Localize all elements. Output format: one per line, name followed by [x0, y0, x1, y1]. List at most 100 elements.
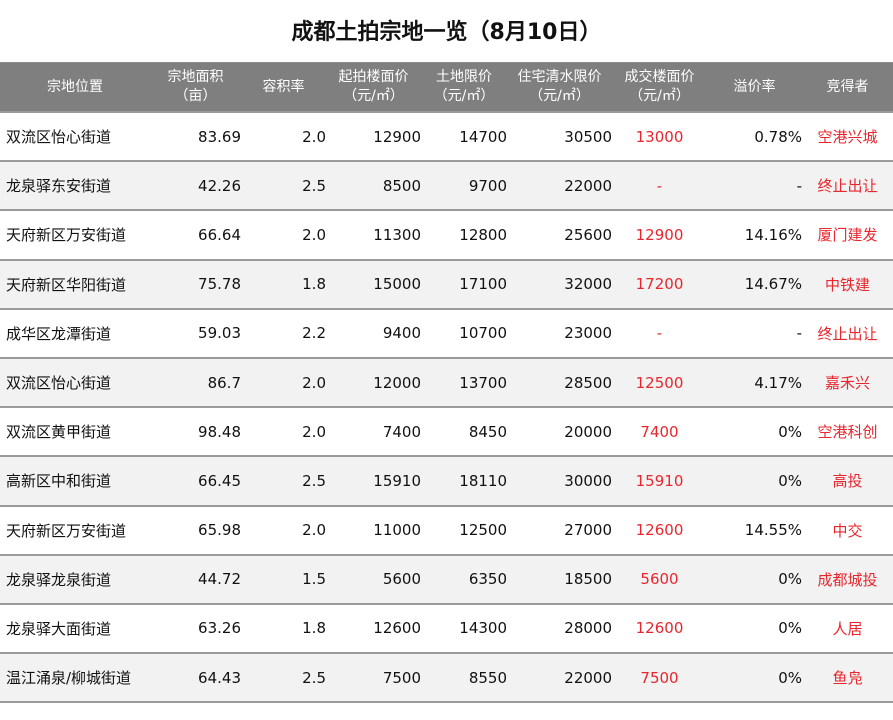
cell-residential-cap: 30000 — [507, 455, 612, 506]
cell-winner: 终止出让 — [802, 160, 893, 211]
cell-residential-cap: 28500 — [507, 356, 612, 408]
cell-plot-ratio: 2.0 — [241, 504, 326, 555]
cell-winner: 厦门建发 — [802, 209, 893, 260]
land-auction-table: 宗地位置 宗地面积 （亩） 容积率 起拍楼面价 （元/㎡） 土地限价 （元/㎡） 住宅… — [0, 63, 893, 704]
cell-area: 64.43 — [150, 652, 241, 704]
cell-premium: - — [707, 160, 802, 211]
col-header-location: 宗地位置 — [47, 78, 103, 95]
cell-location: 天府新区华阳街道 — [0, 258, 150, 309]
cell-start-price: 7500 — [326, 652, 421, 704]
cell-location: 天府新区万安街道 — [0, 504, 150, 555]
cell-location: 天府新区万安街道 — [0, 209, 150, 260]
cell-premium: 0.78% — [707, 110, 802, 162]
cell-plot-ratio: 2.0 — [241, 406, 326, 457]
cell-deal-price: 7400 — [612, 406, 707, 457]
cell-deal-price: 5600 — [612, 553, 707, 604]
cell-land-cap: 14300 — [421, 602, 507, 654]
cell-land-cap: 18110 — [421, 455, 507, 506]
cell-start-price: 5600 — [326, 553, 421, 604]
cell-land-cap: 12500 — [421, 504, 507, 555]
table-row: 双流区怡心街道 86.7 2.0 12000 13700 28500 12500… — [0, 356, 893, 408]
cell-area: 75.78 — [150, 258, 241, 309]
cell-deal-price: 13000 — [612, 110, 707, 162]
cell-winner: 鱼凫 — [802, 652, 893, 704]
cell-land-cap: 8550 — [421, 652, 507, 704]
table-row: 双流区黄甲街道 98.48 2.0 7400 8450 20000 7400 0… — [0, 406, 893, 457]
table-row: 龙泉驿大面街道 63.26 1.8 12600 14300 28000 1260… — [0, 602, 893, 654]
cell-area: 98.48 — [150, 406, 241, 457]
table-row: 双流区怡心街道 83.69 2.0 12900 14700 30500 1300… — [0, 110, 893, 162]
cell-deal-price: 12600 — [612, 504, 707, 555]
cell-premium: 4.17% — [707, 356, 802, 408]
cell-land-cap: 10700 — [421, 307, 507, 358]
cell-area: 42.26 — [150, 160, 241, 211]
table-row: 高新区中和街道 66.45 2.5 15910 18110 30000 1591… — [0, 455, 893, 506]
cell-winner: 高投 — [802, 455, 893, 506]
cell-residential-cap: 30500 — [507, 110, 612, 162]
cell-area: 59.03 — [150, 307, 241, 358]
cell-residential-cap: 28000 — [507, 602, 612, 654]
table-row: 天府新区华阳街道 75.78 1.8 15000 17100 32000 172… — [0, 258, 893, 309]
page-title: 成都土拍宗地一览（8月10日） — [0, 0, 893, 63]
col-header-area: 宗地面积 （亩） — [167, 69, 224, 104]
col-header-residential-cap: 住宅清水限价 （元/㎡） — [517, 69, 602, 104]
cell-plot-ratio: 2.0 — [241, 110, 326, 162]
cell-area: 86.7 — [150, 356, 241, 408]
cell-plot-ratio: 2.0 — [241, 356, 326, 408]
cell-premium: 0% — [707, 553, 802, 604]
cell-residential-cap: 22000 — [507, 652, 612, 704]
table-row: 龙泉驿东安街道 42.26 2.5 8500 9700 22000 - - 终止… — [0, 160, 893, 211]
cell-start-price: 7400 — [326, 406, 421, 457]
cell-start-price: 12600 — [326, 602, 421, 654]
cell-premium: 0% — [707, 455, 802, 506]
table-header-row: 宗地位置 宗地面积 （亩） 容积率 起拍楼面价 （元/㎡） 土地限价 （元/㎡） 住宅… — [0, 63, 893, 112]
cell-premium: 14.16% — [707, 209, 802, 260]
table-row: 天府新区万安街道 65.98 2.0 11000 12500 27000 126… — [0, 504, 893, 555]
cell-land-cap: 12800 — [421, 209, 507, 260]
cell-residential-cap: 23000 — [507, 307, 612, 358]
table-row: 龙泉驿龙泉街道 44.72 1.5 5600 6350 18500 5600 0… — [0, 553, 893, 604]
cell-deal-price: 17200 — [612, 258, 707, 309]
cell-location: 成华区龙潭街道 — [0, 307, 150, 358]
cell-winner: 空港兴城 — [802, 110, 893, 162]
cell-start-price: 11000 — [326, 504, 421, 555]
cell-plot-ratio: 1.8 — [241, 258, 326, 309]
cell-location: 双流区怡心街道 — [0, 356, 150, 408]
cell-residential-cap: 25600 — [507, 209, 612, 260]
cell-premium: 14.67% — [707, 258, 802, 309]
cell-land-cap: 9700 — [421, 160, 507, 211]
cell-area: 63.26 — [150, 602, 241, 654]
cell-winner: 中交 — [802, 504, 893, 555]
col-header-winner: 竞得者 — [826, 78, 869, 95]
cell-land-cap: 8450 — [421, 406, 507, 457]
cell-residential-cap: 22000 — [507, 160, 612, 211]
cell-premium: 0% — [707, 406, 802, 457]
cell-plot-ratio: 1.8 — [241, 602, 326, 654]
cell-start-price: 12000 — [326, 356, 421, 408]
cell-location: 温江涌泉/柳城街道 — [0, 652, 150, 704]
cell-residential-cap: 32000 — [507, 258, 612, 309]
cell-start-price: 9400 — [326, 307, 421, 358]
col-header-land-cap: 土地限价 （元/㎡） — [433, 69, 495, 104]
cell-premium: 0% — [707, 602, 802, 654]
col-header-deal-price: 成交楼面价 （元/㎡） — [624, 69, 695, 104]
col-header-start-price: 起拍楼面价 （元/㎡） — [338, 69, 409, 104]
cell-residential-cap: 20000 — [507, 406, 612, 457]
col-header-premium: 溢价率 — [733, 78, 776, 95]
cell-area: 66.45 — [150, 455, 241, 506]
cell-deal-price: 12600 — [612, 602, 707, 654]
cell-land-cap: 6350 — [421, 553, 507, 604]
cell-premium: 0% — [707, 652, 802, 704]
table-row: 温江涌泉/柳城街道 64.43 2.5 7500 8550 22000 7500… — [0, 652, 893, 704]
cell-residential-cap: 27000 — [507, 504, 612, 555]
cell-start-price: 8500 — [326, 160, 421, 211]
cell-location: 龙泉驿龙泉街道 — [0, 553, 150, 604]
cell-location: 龙泉驿大面街道 — [0, 602, 150, 654]
cell-deal-price: 7500 — [612, 652, 707, 704]
cell-location: 高新区中和街道 — [0, 455, 150, 506]
cell-location: 双流区怡心街道 — [0, 110, 150, 162]
cell-plot-ratio: 2.0 — [241, 209, 326, 260]
cell-land-cap: 14700 — [421, 110, 507, 162]
cell-area: 66.64 — [150, 209, 241, 260]
